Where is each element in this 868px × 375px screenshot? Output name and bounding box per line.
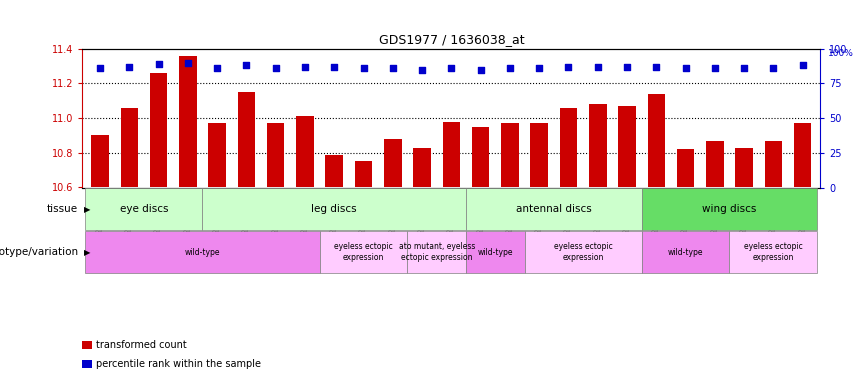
- Bar: [560, 108, 577, 188]
- Bar: [208, 123, 226, 188]
- Text: ato mutant, eyeless
ectopic expression: ato mutant, eyeless ectopic expression: [398, 243, 475, 262]
- Point: [679, 65, 693, 71]
- Text: eyeless ectopic
expression: eyeless ectopic expression: [554, 243, 613, 262]
- Text: ▶: ▶: [84, 248, 90, 256]
- Bar: [729, 231, 818, 273]
- Bar: [150, 73, 168, 188]
- Point: [269, 65, 283, 71]
- Bar: [384, 139, 402, 188]
- Bar: [355, 162, 372, 188]
- Point: [415, 67, 429, 73]
- Bar: [618, 106, 635, 188]
- Bar: [121, 108, 138, 188]
- Point: [591, 64, 605, 70]
- Point: [152, 61, 166, 67]
- Bar: [407, 231, 466, 273]
- Bar: [85, 231, 319, 273]
- Bar: [677, 149, 694, 188]
- Text: eyeless ectopic
expression: eyeless ectopic expression: [744, 243, 803, 262]
- Title: GDS1977 / 1636038_at: GDS1977 / 1636038_at: [378, 33, 524, 46]
- Point: [444, 65, 458, 71]
- Bar: [466, 188, 641, 230]
- Point: [122, 64, 136, 70]
- Text: tissue: tissue: [47, 204, 78, 214]
- Point: [210, 65, 224, 71]
- Bar: [501, 123, 519, 188]
- Point: [386, 65, 400, 71]
- Point: [474, 67, 488, 73]
- Text: leg discs: leg discs: [312, 204, 357, 214]
- Bar: [765, 141, 782, 188]
- Bar: [794, 123, 812, 188]
- Point: [708, 65, 722, 71]
- Point: [766, 65, 780, 71]
- Bar: [589, 104, 607, 188]
- Text: wild-type: wild-type: [667, 248, 703, 256]
- Bar: [238, 92, 255, 188]
- Text: transformed count: transformed count: [96, 340, 187, 350]
- Bar: [530, 123, 548, 188]
- Point: [181, 60, 194, 66]
- Point: [298, 64, 312, 70]
- Point: [737, 65, 751, 71]
- Bar: [319, 231, 407, 273]
- Bar: [85, 188, 202, 230]
- Bar: [466, 231, 524, 273]
- Bar: [296, 116, 313, 188]
- Bar: [641, 188, 818, 230]
- Bar: [524, 231, 641, 273]
- Bar: [326, 154, 343, 188]
- Text: wing discs: wing discs: [702, 204, 757, 214]
- Bar: [472, 127, 490, 188]
- Bar: [443, 122, 460, 188]
- Text: eyeless ectopic
expression: eyeless ectopic expression: [334, 243, 393, 262]
- Text: eye discs: eye discs: [120, 204, 168, 214]
- Point: [649, 64, 663, 70]
- Bar: [91, 135, 108, 188]
- Text: antennal discs: antennal discs: [516, 204, 592, 214]
- Bar: [648, 94, 665, 188]
- Text: wild-type: wild-type: [185, 248, 220, 256]
- Point: [240, 62, 253, 68]
- Point: [93, 65, 107, 71]
- Point: [503, 65, 516, 71]
- Point: [327, 64, 341, 70]
- Point: [796, 62, 810, 68]
- Point: [357, 65, 371, 71]
- Bar: [179, 56, 197, 188]
- Bar: [266, 123, 285, 188]
- Text: ▶: ▶: [84, 205, 90, 214]
- Bar: [706, 141, 724, 188]
- Text: genotype/variation: genotype/variation: [0, 247, 78, 257]
- Point: [620, 64, 634, 70]
- Text: percentile rank within the sample: percentile rank within the sample: [96, 359, 261, 369]
- Bar: [641, 231, 729, 273]
- Bar: [735, 148, 753, 188]
- Point: [562, 64, 575, 70]
- Text: wild-type: wild-type: [477, 248, 513, 256]
- Text: 100%: 100%: [828, 49, 853, 58]
- Bar: [202, 188, 466, 230]
- Point: [532, 65, 546, 71]
- Bar: [413, 148, 431, 188]
